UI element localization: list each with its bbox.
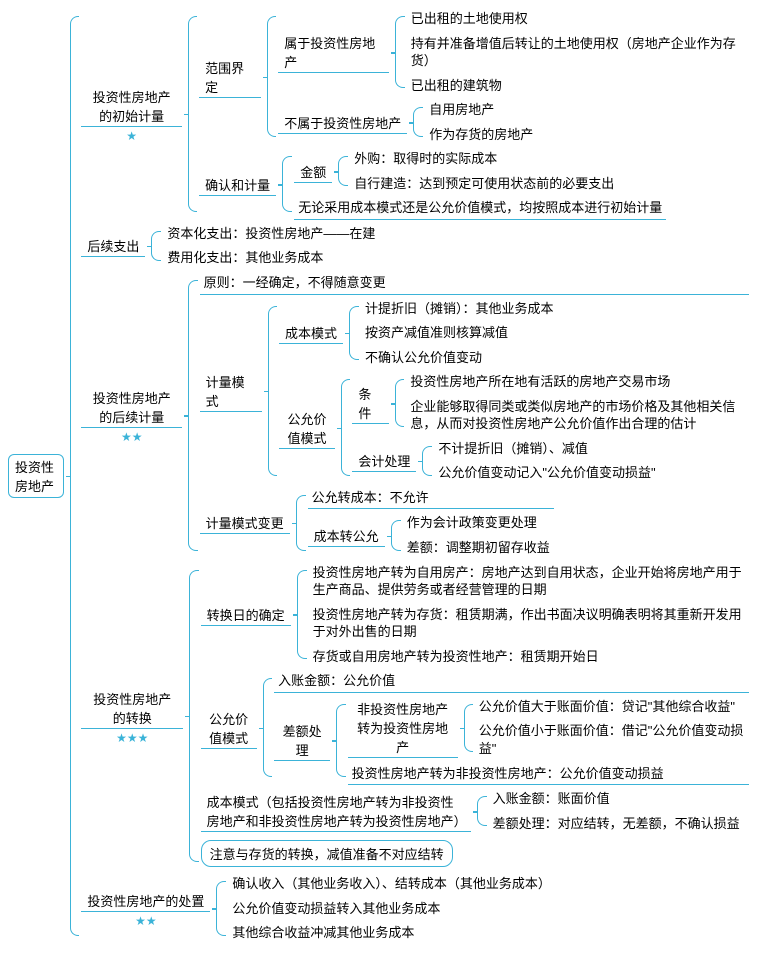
- leaf: 外购：取得时的实际成本: [350, 148, 618, 170]
- b4n2n1: 差额处理 非投资性房地产转为投资性房地产 公允价值大于账面价值：贷记"其他综合收…: [274, 696, 749, 785]
- b4: 投资性房地产的转换 ★★★ 转换日的确定 投资性房地产转为自用房产：房地产达到自…: [81, 562, 749, 871]
- leaf: 公允价值小于账面价值：借记"公允价值变动损益": [475, 720, 749, 759]
- leaf: 作为会计政策变更处理: [403, 512, 554, 534]
- b2: 后续支出 资本化支出：投资性房地产——在建 费用化支出：其他业务成本: [81, 223, 749, 269]
- leaf: 持有并准备增值后转让的土地使用权（房地产企业作为存货）: [407, 33, 749, 72]
- leaf: 确认收入（其他业务收入）、结转成本（其他业务成本）: [228, 873, 555, 895]
- leaf: 公允转成本：不允许: [308, 487, 554, 510]
- b4-anno: 注意与存货的转换，减值准备不对应结转: [201, 840, 453, 867]
- b4n1: 转换日的确定 投资性房地产转为自用房产：房地产达到自用状态，企业开始将房地产用于…: [201, 562, 749, 668]
- b3n1: 计量模式 成本模式 计提折旧（摊销）：其他业务成本 按资产减值准则核算减值 不确…: [200, 298, 749, 484]
- root-children: 投资性房地产的初始计量 ★ 范围界定 属于投资性房地产 已出租的土地使用权 持有…: [81, 8, 749, 944]
- b3n1n1: 成本模式 计提折旧（摊销）：其他业务成本 按资产减值准则核算减值 不确认公允价值…: [279, 298, 749, 369]
- leaf: 投资性房地产转为非投资性房地产：公允价值变动损益: [348, 763, 749, 786]
- leaf: 其他综合收益冲减其他业务成本: [228, 922, 555, 944]
- b1n1: 范围界定 属于投资性房地产 已出租的土地使用权 持有并准备增值后转让的土地使用权…: [199, 8, 749, 145]
- leaf: 计提折旧（摊销）：其他业务成本: [361, 298, 558, 320]
- b3n2: 计量模式变更 公允转成本：不允许 成本转公允 作为会计政策变更处理 差额：调整期…: [200, 487, 749, 559]
- leaf: 入账金额：账面价值: [489, 788, 744, 810]
- leaf: 差额：调整期初留存收益: [403, 537, 554, 559]
- leaf: 不计提折旧（摊销）、减值: [434, 438, 659, 460]
- b4-stars: ★★★: [116, 731, 148, 745]
- leaf: 公允价值变动损益转入其他业务成本: [228, 898, 555, 920]
- leaf: 公允价值变动记入"公允价值变动损益": [434, 462, 659, 484]
- leaf: 自行建造：达到预定可使用状态前的必要支出: [350, 173, 618, 195]
- b3: 投资性房地产的后续计量 ★★ 原则：一经确定，不得随意变更 计量模式 成本模式 …: [81, 272, 749, 559]
- root-node: 投资性房地产 投资性房地产的初始计量 ★ 范围界定 属于投资性房地产: [8, 8, 749, 944]
- b1n1n2: 不属于投资性房地产 自用房地产 作为存货的房地产: [278, 99, 749, 145]
- leaf: 投资性房地产转为存货：租赁期满，作出书面决议明确表明将其重新开发用于对外出售的日…: [309, 604, 749, 643]
- leaf: 作为存货的房地产: [425, 124, 537, 146]
- b3n1n2n1: 条件 投资性房地产所在地有活跃的房地产交易市场 企业能够取得同类或类似房地产的市…: [352, 371, 749, 435]
- b1-stars: ★: [126, 129, 137, 143]
- b3-label: 投资性房地产的后续计量: [81, 386, 182, 428]
- leaf: 公允价值大于账面价值：贷记"其他综合收益": [475, 696, 749, 718]
- leaf: 投资性房地产转为自用房产：房地产达到自用状态，企业开始将房地产用于生产商品、提供…: [309, 562, 749, 601]
- leaf: 自用房地产: [425, 99, 537, 121]
- b4n2: 公允价值模式 入账金额：公允价值 差额处理 非投资性房地产转为投资性房地产: [201, 670, 749, 785]
- b5-label: 投资性房地产的处置: [81, 889, 210, 912]
- bracket: [66, 8, 79, 944]
- leaf: 已出租的土地使用权: [407, 8, 749, 30]
- b1n2: 确认和计量 金额 外购：取得时的实际成本 自行建造：达到预定可使用状态前的必要支…: [199, 148, 749, 220]
- leaf: 入账金额：公允价值: [274, 670, 749, 693]
- leaf: 原则：一经确定，不得随意变更: [200, 272, 749, 295]
- leaf: 存货或自用房地产转为投资性地产：租赁期开始日: [309, 646, 749, 668]
- b1-label: 投资性房地产的初始计量: [81, 85, 181, 127]
- leaf: 无论采用成本模式还是公允价值模式，均按照成本进行初始计量: [294, 197, 666, 220]
- b1: 投资性房地产的初始计量 ★ 范围界定 属于投资性房地产 已出租的土地使用权 持有…: [81, 8, 749, 220]
- b3n1n2: 公允价值模式 条件 投资性房地产所在地有活跃的房地产交易市场 企业能够取得同类或…: [279, 371, 749, 484]
- b5-stars: ★★: [135, 914, 157, 928]
- leaf: 投资性房地产所在地有活跃的房地产交易市场: [406, 371, 749, 393]
- leaf: 费用化支出：其他业务成本: [163, 247, 379, 269]
- b2-label: 后续支出: [81, 234, 145, 257]
- leaf: 差额处理：对应结转，无差额，不确认损益: [489, 813, 744, 835]
- b5: 投资性房地产的处置 ★★ 确认收入（其他业务收入）、结转成本（其他业务成本） 公…: [81, 873, 749, 944]
- b4n3: 成本模式（包括投资性房地产转为非投资性房地产和非投资性房地产转为投资性房地产） …: [201, 788, 749, 834]
- b3-stars: ★★: [121, 430, 143, 444]
- b3n2n1: 成本转公允 作为会计政策变更处理 差额：调整期初留存收益: [308, 512, 554, 558]
- b4-label: 投资性房地产的转换: [81, 687, 183, 729]
- leaf: 已出租的建筑物: [407, 75, 749, 97]
- leaf: 企业能够取得同类或类似房地产的市场价格及其他相关信息，从而对投资性房地产公允价值…: [406, 396, 749, 435]
- leaf: 按资产减值准则核算减值: [361, 322, 558, 344]
- root-label: 投资性房地产: [8, 454, 64, 498]
- leaf: 不确认公允价值变动: [361, 347, 558, 369]
- leaf: 资本化支出：投资性房地产——在建: [163, 223, 379, 245]
- b1n1n1: 属于投资性房地产 已出租的土地使用权 持有并准备增值后转让的土地使用权（房地产企…: [278, 8, 749, 96]
- b3n1n2n2: 会计处理 不计提折旧（摊销）、减值 公允价值变动记入"公允价值变动损益": [352, 438, 749, 484]
- b1n2n1: 金额 外购：取得时的实际成本 自行建造：达到预定可使用状态前的必要支出: [294, 148, 666, 194]
- b4n2n1n1: 非投资性房地产转为投资性房地产 公允价值大于账面价值：贷记"其他综合收益" 公允…: [348, 696, 749, 760]
